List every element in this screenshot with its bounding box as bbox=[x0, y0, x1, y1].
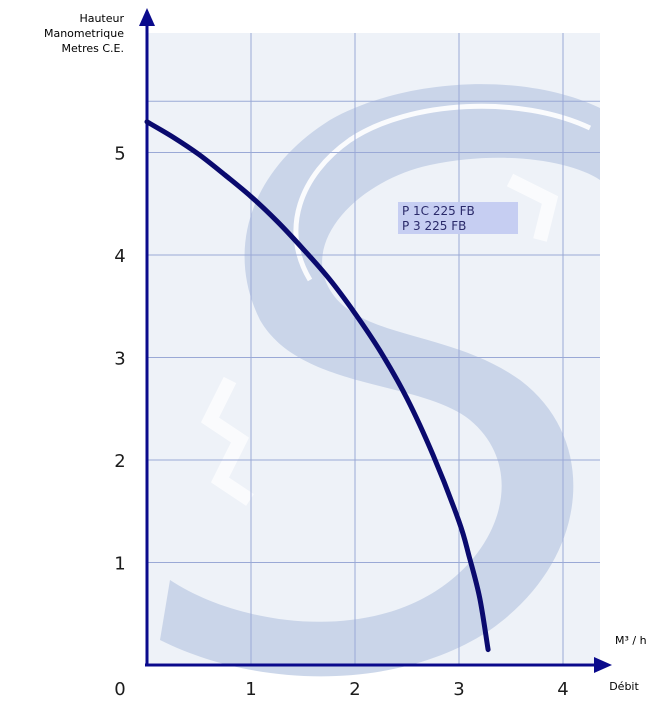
x-axis-arrow bbox=[594, 657, 612, 673]
pump-curve-line bbox=[144, 119, 491, 653]
x-axis-label: Débit bbox=[609, 680, 639, 693]
y-tick-label: 3 bbox=[114, 349, 125, 370]
y-tick-labels: 1 2 3 4 5 bbox=[114, 144, 125, 575]
y-tick-label: 4 bbox=[114, 246, 125, 267]
x-tick-label: 4 bbox=[557, 679, 568, 700]
y-axis-label-line: Metres C.E. bbox=[62, 42, 124, 55]
legend-box bbox=[398, 202, 518, 234]
y-tick-label: 1 bbox=[114, 554, 125, 575]
x-tick-label: 2 bbox=[349, 679, 360, 700]
y-axis-arrow bbox=[139, 8, 155, 26]
origin-label: 0 bbox=[114, 679, 125, 700]
y-axis-label-line: Manometrique bbox=[44, 27, 124, 40]
legend-entry: P 3 225 FB bbox=[402, 219, 466, 233]
y-axis-label-line: Hauteur bbox=[79, 12, 124, 25]
x-tick-label: 1 bbox=[245, 679, 256, 700]
x-tick-label: 3 bbox=[453, 679, 464, 700]
legend: P 1C 225 FB P 3 225 FB bbox=[398, 202, 518, 234]
x-tick-labels: 1 2 3 4 bbox=[245, 679, 568, 700]
y-tick-label: 2 bbox=[114, 451, 125, 472]
x-axis-unit: M³ / h bbox=[615, 634, 647, 647]
legend-entry: P 1C 225 FB bbox=[402, 204, 475, 218]
watermark-logo bbox=[160, 84, 600, 677]
grid bbox=[147, 33, 600, 665]
y-tick-label: 5 bbox=[114, 144, 125, 165]
y-axis-label: Hauteur Manometrique Metres C.E. bbox=[44, 12, 125, 55]
